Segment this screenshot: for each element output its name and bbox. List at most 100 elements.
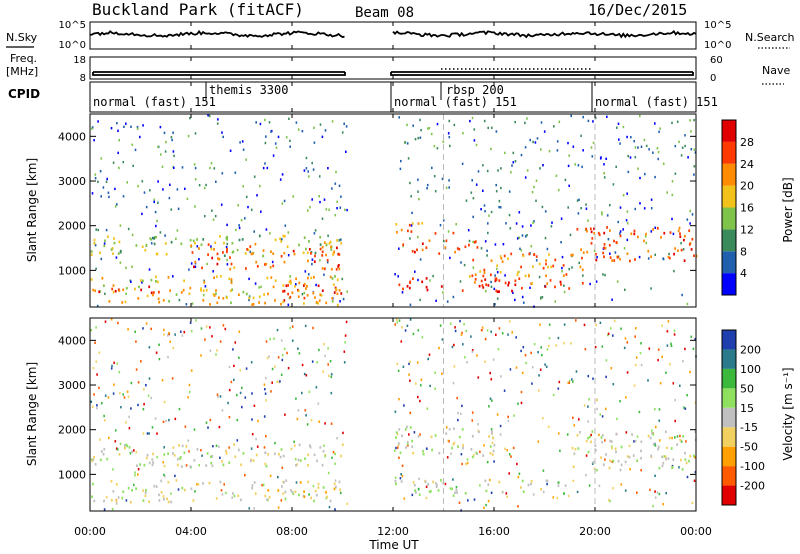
velocity-scatter-cell	[612, 487, 614, 490]
power-scatter-cell	[204, 214, 206, 218]
power-scatter-cell	[601, 211, 603, 214]
velocity-scatter-cell	[548, 323, 551, 326]
power-band-cell	[285, 284, 288, 288]
noise-right-tick-bottom: 10^0	[704, 40, 731, 51]
power-band-cell	[194, 241, 196, 245]
power-scatter-cell	[587, 119, 590, 123]
velocity-scatter-cell	[682, 360, 684, 363]
power-band-cell	[402, 243, 405, 246]
power-scatter-cell	[164, 150, 167, 153]
power-scatter-cell	[499, 206, 502, 209]
power-band-cell	[280, 302, 282, 306]
power-band-cell	[597, 231, 600, 235]
velocity-scatter-cell	[270, 390, 272, 393]
velocity-band-cell	[640, 456, 642, 460]
velocity-scatter-cell	[125, 499, 128, 502]
power-band-cell	[409, 281, 411, 284]
velocity-scatter-cell	[236, 418, 239, 422]
power-band-cell	[315, 300, 318, 304]
velocity-band-cell	[610, 440, 613, 443]
velocity-band-cell	[482, 454, 485, 457]
power-scatter-cell	[125, 292, 127, 295]
power-scatter-cell	[671, 121, 673, 125]
power-scatter-cell	[165, 140, 167, 144]
power-scatter-cell	[676, 120, 679, 123]
power-colorbar-swatch	[722, 251, 736, 274]
velocity-scatter-cell	[215, 353, 217, 356]
velocity-scatter-cell	[656, 491, 659, 494]
velocity-band-cell	[264, 494, 267, 498]
power-scatter-cell	[435, 299, 437, 302]
velocity-scatter-cell	[480, 329, 483, 332]
velocity-scatter-cell	[163, 328, 165, 332]
power-band-cell	[247, 248, 250, 252]
velocity-band-cell	[277, 489, 280, 492]
power-scatter-cell	[494, 303, 496, 306]
power-band-cell	[283, 289, 286, 293]
power-scatter-cell	[448, 119, 451, 123]
power-scatter-cell	[540, 121, 543, 124]
power-band-cell	[180, 242, 183, 246]
power-scatter-cell	[319, 123, 322, 126]
velocity-scatter-cell	[228, 388, 231, 392]
velocity-scatter-cell	[679, 434, 681, 438]
velocity-scatter-cell	[517, 475, 520, 479]
power-plot-background	[90, 114, 696, 307]
velocity-band-cell	[394, 479, 397, 483]
power-scatter-cell	[504, 151, 506, 155]
power-scatter-cell	[287, 254, 290, 257]
power-scatter-cell	[684, 144, 686, 148]
velocity-band-cell	[128, 446, 131, 449]
velocity-scatter-cell	[419, 399, 421, 403]
velocity-band-cell	[264, 451, 267, 454]
velocity-scatter-cell	[599, 413, 601, 416]
velocity-band-cell	[334, 452, 336, 456]
velocity-scatter-cell	[304, 324, 307, 328]
velocity-band-cell	[175, 479, 178, 482]
power-scatter-cell	[318, 175, 321, 178]
velocity-band-cell	[464, 492, 467, 495]
velocity-scatter-cell	[146, 432, 149, 435]
power-band-cell	[609, 229, 611, 232]
power-scatter-cell	[215, 180, 217, 183]
velocity-band-cell	[310, 496, 312, 500]
power-band-cell	[150, 238, 153, 241]
velocity-scatter-cell	[147, 394, 150, 397]
velocity-scatter-cell	[167, 334, 169, 337]
velocity-scatter-cell	[492, 358, 495, 361]
power-scatter-cell	[574, 163, 576, 166]
velocity-band-cell	[94, 463, 97, 466]
velocity-band-cell	[190, 487, 193, 491]
velocity-band-cell	[121, 496, 124, 500]
power-scatter-cell	[484, 240, 487, 243]
velocity-colorbar-swatch	[722, 388, 736, 408]
power-scatter-cell	[601, 213, 603, 216]
velocity-band-cell	[577, 447, 580, 450]
velocity-band-cell	[253, 481, 256, 484]
power-band-cell	[421, 248, 424, 252]
power-scatter-cell	[203, 186, 206, 190]
power-scatter-cell	[331, 187, 333, 190]
power-scatter-cell	[510, 171, 512, 174]
power-band-cell	[323, 267, 326, 271]
power-band-cell	[200, 289, 202, 292]
power-band-cell	[323, 241, 326, 244]
power-scatter-cell	[643, 207, 646, 210]
velocity-scatter-cell	[277, 356, 280, 359]
velocity-scatter-cell	[439, 324, 442, 327]
velocity-scatter-cell	[434, 387, 436, 390]
power-scatter-cell	[149, 189, 151, 192]
power-scatter-cell	[693, 165, 696, 168]
velocity-band-cell	[103, 447, 106, 451]
velocity-scatter-cell	[396, 318, 398, 321]
power-band-cell	[603, 255, 605, 259]
velocity-band-cell	[211, 455, 214, 458]
power-scatter-cell	[153, 198, 156, 201]
velocity-scatter-cell	[531, 382, 533, 385]
velocity-scatter-cell	[654, 442, 656, 446]
power-scatter-cell	[295, 121, 298, 124]
power-band-cell	[474, 273, 477, 276]
velocity-scatter-cell	[91, 405, 94, 408]
power-scatter-cell	[563, 290, 566, 294]
power-scatter-cell	[529, 286, 531, 289]
